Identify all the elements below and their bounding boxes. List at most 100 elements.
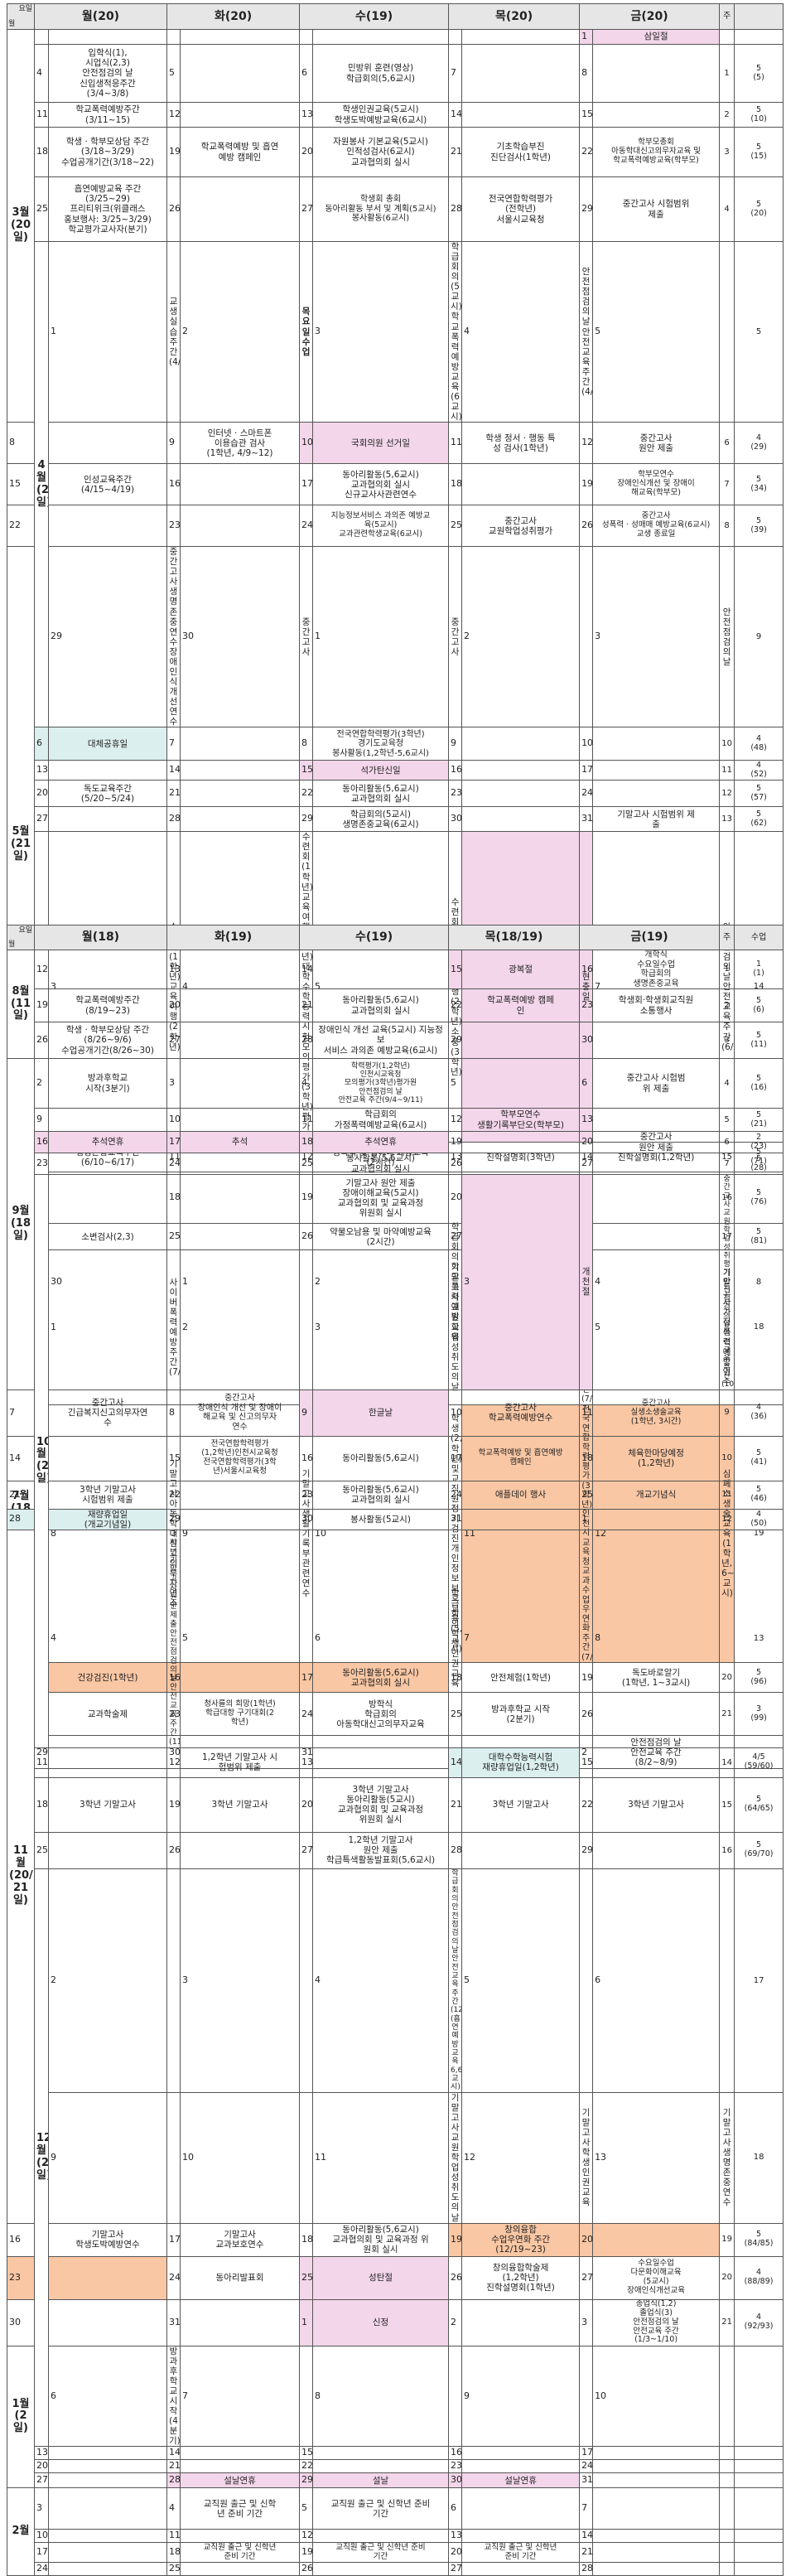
month-label: 10월 (20일) (34, 1174, 49, 1748)
date-number: 14 (166, 760, 181, 781)
event-cell: 3학년 기말고사 (47, 1776, 168, 1833)
event-cell (166, 1174, 181, 1390)
event-cell: 학력평가(1,2학년) 인천시교육청 모의평가(3학년)평가원 안전점검의 날 … (312, 1058, 450, 1109)
date-number: 16 (448, 2446, 463, 2461)
date-number: 26 (448, 2255, 463, 2300)
event-cell (312, 2529, 450, 2544)
class-day-count: 5 (69/70) (734, 1831, 784, 1869)
event-cell: 지능정보서비스 과의존 예방교 육(5교시) 교과관련학생교육(6교시) (312, 505, 450, 548)
event-cell: 전국연합학력평가(3학년) 경기도교육청 봉사활동(1,2학년-5,6교시) (312, 727, 450, 761)
date-number: 18 (34, 127, 49, 177)
date-number: 24 (166, 2255, 181, 2300)
date-number: 30 (299, 1508, 314, 1530)
event-cell (592, 2529, 721, 2544)
event-cell (47, 806, 168, 833)
event-cell (47, 1831, 168, 1869)
table-row: 3월 (20일) 1 삼일절 (7, 28, 784, 423)
date-number: 12 (461, 2091, 581, 2224)
week-number: 7 (719, 463, 735, 506)
class-day-count: 4 (88/89) (734, 2255, 784, 2300)
event-cell: 학교폭력예방 캠페 인 (461, 988, 581, 1022)
event-cell (47, 2562, 168, 2576)
date-number: 16 (448, 760, 463, 781)
event-cell (592, 780, 721, 808)
event-cell (592, 2562, 721, 2576)
table-row: 9월 (18일) 2 방과후학교 시작(3분기) 3 4 학력평가(1,2학년) 인천시… (7, 1058, 784, 1390)
event-cell (47, 2255, 168, 2300)
date-number: 13 (299, 102, 314, 128)
header-thu: 목(20) (448, 3, 581, 30)
date-number: 18 (299, 1131, 314, 1153)
date-number: 11 (448, 422, 463, 465)
date-number: 14 (7, 1435, 35, 1481)
event-cell: 동아리발표회 (180, 2255, 301, 2300)
week-number: 16 (719, 1831, 735, 1869)
class-day-count: 5 (15) (734, 127, 784, 177)
date-number: 5 (461, 1868, 581, 2093)
date-number: 23 (448, 780, 463, 808)
table-row: 14 15 전국연합학력평가 (1,2학년)인천시교육청 전국연합학력평가(3학 년… (7, 1435, 784, 1481)
date-number: 27 (579, 1153, 594, 1175)
event-cell: 애플데이 행사 (461, 1480, 581, 1510)
event-cell (461, 44, 581, 103)
event-cell: 석가탄신일 (312, 760, 450, 781)
date-number: 2 (312, 1174, 450, 1390)
event-cell (461, 102, 581, 128)
table-row: 27 28 설날연휴 29 설날 30 설날연휴 31 (7, 2472, 784, 2489)
date-number: 6 (579, 1058, 594, 1109)
date-number: 9 (47, 2091, 168, 2224)
event-cell (592, 1022, 721, 1059)
event-cell (299, 1868, 314, 2093)
event-cell (592, 1108, 721, 1132)
date-number: 22 (299, 780, 314, 808)
event-cell: 교직원 출근 및 신학년 준비 기간 (461, 2542, 581, 2564)
event-cell (180, 1508, 301, 1530)
event-cell: 추석연휴 (47, 1131, 168, 1153)
week-number (734, 2345, 784, 2448)
event-cell: 3학년 기말고사 (180, 1776, 301, 1833)
date-number: 26 (579, 505, 594, 548)
date-number: 13 (166, 950, 181, 989)
event-cell: 중간고사 원안 제출 (592, 1131, 721, 1153)
event-cell: 전국연합학력평가 (1,2학년)인천시교육청 전국연합학력평가(3학 년)서울시… (180, 1435, 301, 1481)
event-cell (180, 988, 301, 1022)
event-cell: 설날연휴 (461, 2472, 581, 2489)
date-number: 30 (448, 806, 463, 833)
class-day-count: 5 (57) (734, 780, 784, 808)
date-number: 17 (579, 2446, 594, 2461)
table-row: 26 학생 · 학부모상담 주간 (8/26~9/6) 수업공개기간(8/26~3… (7, 1022, 784, 1059)
class-day-count: 5 (21) (734, 1108, 784, 1132)
date-number: 9 (299, 1389, 314, 1437)
event-cell (461, 1022, 581, 1059)
date-number: 1 (312, 546, 450, 728)
date-number: 2 (180, 240, 301, 423)
table-row: 18 학생 · 학부모상담 주간 (3/18~3/29) 수업공개기간(3/18~… (7, 127, 784, 177)
table-row: 13 14 15 석가탄신일 16 17 11 4 (52) (7, 760, 784, 781)
event-cell (461, 2459, 581, 2474)
event-cell: 기말고사 생명존중연수 (719, 2091, 735, 2224)
date-number: 15 (299, 2446, 314, 2461)
date-number: 6 (312, 1529, 450, 1748)
academic-calendar: { "days":{"mon":"월","tue":"화","wed":"수",… (7, 3, 784, 2576)
event-cell: 재량휴업일 (개교기념일) (47, 1508, 168, 1530)
date-number: 1 (579, 29, 594, 45)
week-number: 12 (719, 1508, 735, 1530)
event-cell: 성탄절 (312, 2255, 450, 2300)
date-number: 11 (579, 1389, 594, 1437)
month-label: 9월 (18일) (7, 1058, 35, 1390)
class-day-count: 5 (16) (734, 1058, 784, 1109)
date-number: 22 (448, 988, 463, 1022)
event-cell: 전국연합학력평가 (전학년) 서울시교육청 (461, 176, 581, 242)
date-number: 3 (180, 1868, 301, 2093)
month-label: 2월 (7, 2487, 35, 2576)
week-number: 3 (719, 127, 735, 177)
week-number: 5 (734, 240, 784, 423)
date-number: 2 (461, 546, 581, 728)
date-number: 16 (299, 1435, 314, 1481)
date-number: 24 (299, 505, 314, 548)
week-number: 2 (719, 102, 735, 128)
header-mon: 월(20) (33, 3, 168, 30)
event-cell (579, 1529, 594, 1748)
event-cell: 봉사활동(5,6교시) 교과협의회 실시 (312, 1153, 450, 1175)
